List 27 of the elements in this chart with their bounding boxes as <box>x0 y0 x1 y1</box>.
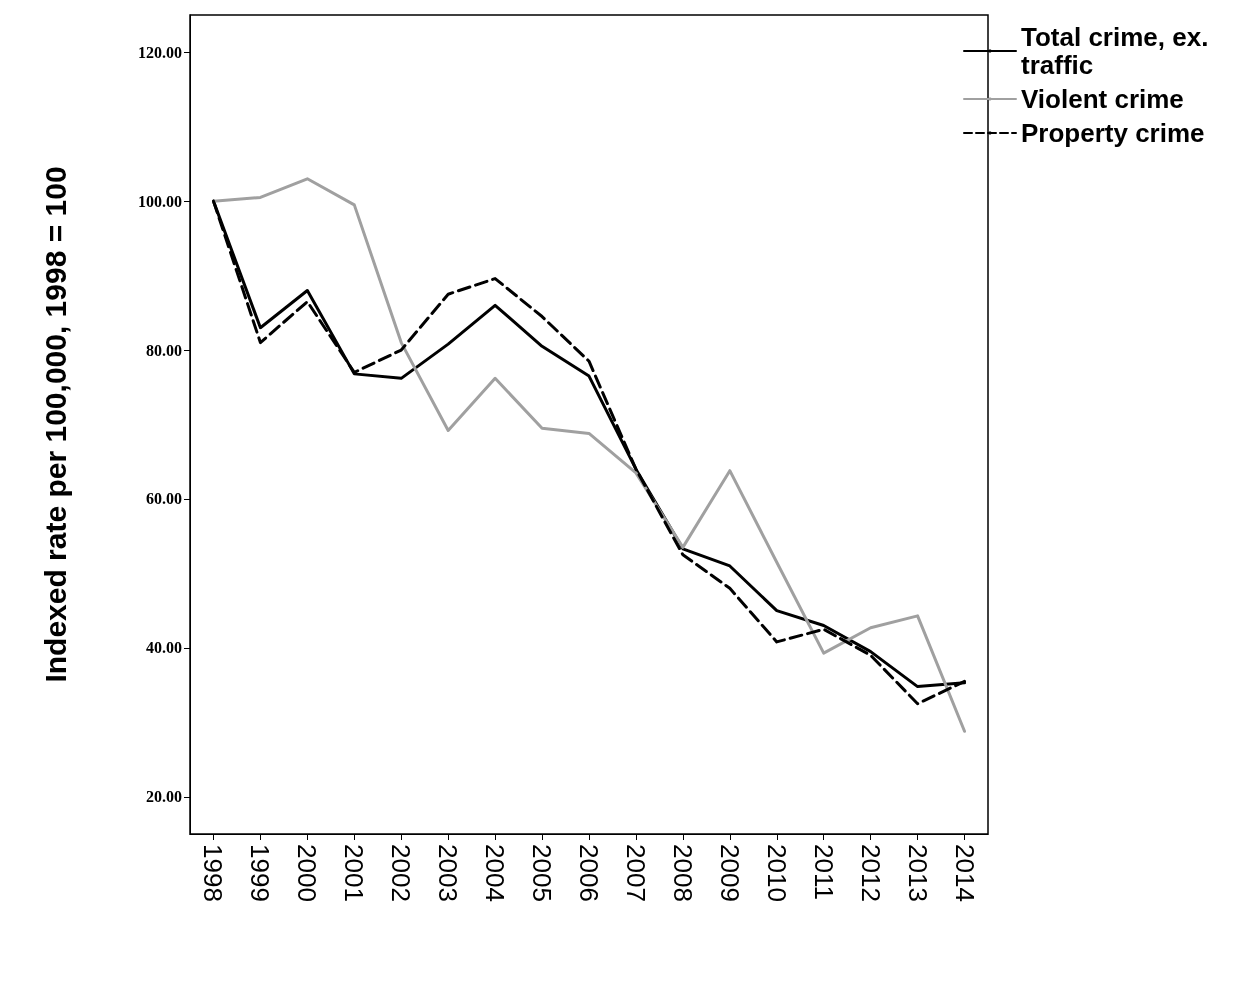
x-tick-label: 2006 <box>574 844 604 902</box>
x-tick-label: 2003 <box>433 844 464 902</box>
y-tick-label: 20.00 <box>146 788 182 806</box>
x-tick-label: 2009 <box>714 844 745 902</box>
x-tick-label: 2001 <box>339 844 370 902</box>
x-tick-label: 2004 <box>480 844 511 902</box>
legend-label: Total crime, ex. traffic <box>1021 22 1216 80</box>
y-tick-label: 100.00 <box>138 192 182 210</box>
legend-label: Violent crime <box>1021 84 1184 114</box>
y-tick-label: 80.00 <box>146 341 182 359</box>
legend-label: Property crime <box>1021 118 1205 148</box>
x-tick-label: 2002 <box>386 844 417 902</box>
x-tick-label: 2007 <box>620 844 651 902</box>
x-tick-label: 1998 <box>198 844 229 902</box>
x-tick-label: 2000 <box>292 844 323 902</box>
x-tick-label: 2010 <box>761 844 792 902</box>
y-tick-label: 120.00 <box>138 43 182 61</box>
x-tick-label: 2005 <box>527 844 558 902</box>
y-tick-label: 60.00 <box>146 490 182 508</box>
y-axis-title: Indexed rate per 100,000, 1998 = 100 <box>38 166 72 683</box>
x-tick-label: 2008 <box>667 844 698 902</box>
y-tick-label: 40.00 <box>146 639 182 657</box>
x-tick-label: 1999 <box>245 844 276 902</box>
x-tick-label: 2011 <box>808 844 839 900</box>
x-tick-label: 2012 <box>855 844 886 902</box>
x-tick-label: 2014 <box>949 844 980 902</box>
x-tick-label: 2013 <box>902 844 933 902</box>
